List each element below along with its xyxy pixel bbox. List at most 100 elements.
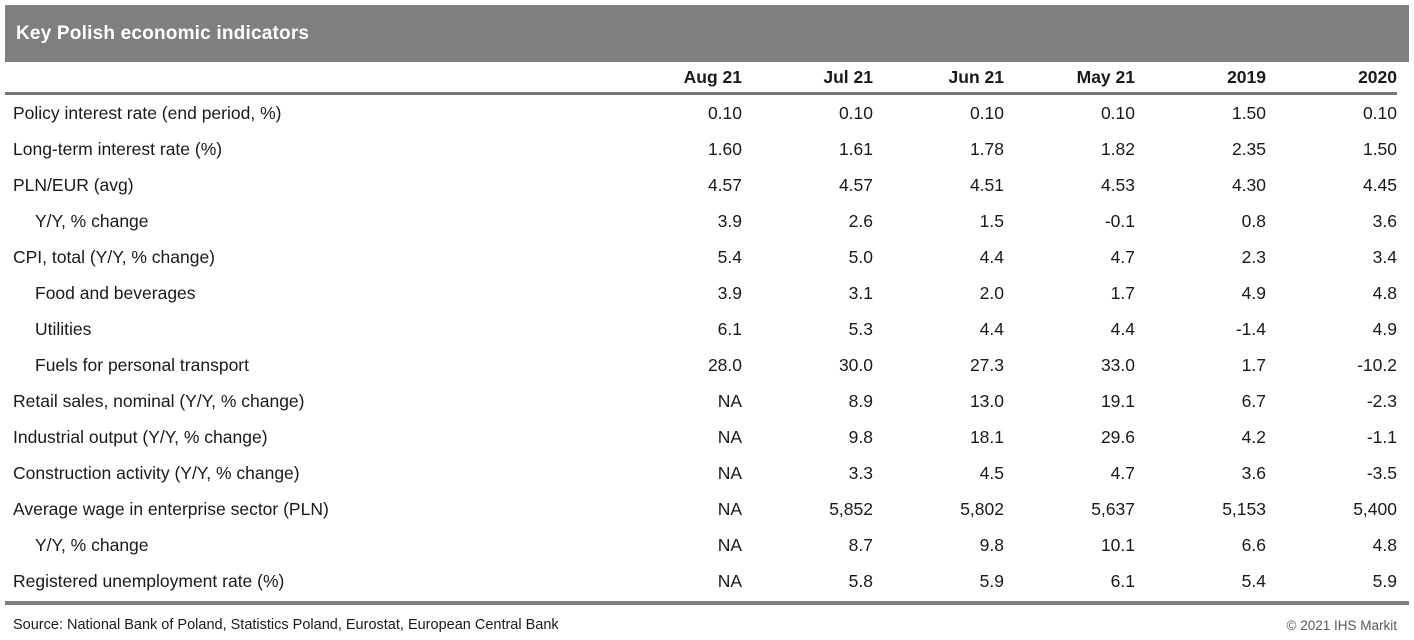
cell-value: 5,153 — [1222, 498, 1266, 519]
cell-value: 1.82 — [1100, 138, 1135, 159]
cell-value: 4.8 — [1372, 534, 1397, 555]
cell-value: 6.1 — [1110, 570, 1135, 591]
cell-value: 5,852 — [829, 498, 873, 519]
column-headers: Aug 21 Jul 21 Jun 21 May 21 2019 2020 — [5, 62, 1397, 95]
cell-value: 3.4 — [1372, 246, 1397, 267]
cell-value: 2.3 — [1241, 246, 1266, 267]
row-label: Policy interest rate (end period, %) — [13, 102, 282, 123]
cell-value: 0.10 — [1100, 102, 1135, 123]
cell-value: 4.30 — [1231, 174, 1266, 195]
cell-value: 4.45 — [1362, 174, 1397, 195]
table-bottom-rule — [5, 601, 1409, 605]
cell-value: NA — [717, 570, 742, 591]
cell-value: 9.8 — [848, 426, 873, 447]
cell-value: 5.9 — [1372, 570, 1397, 591]
copyright-note: © 2021 IHS Markit — [1286, 617, 1398, 633]
cell-value: 28.0 — [707, 354, 742, 375]
table-row: Y/Y, % change 3.9 2.6 1.5 -0.1 0.8 3.6 — [5, 203, 1397, 239]
table-row: Retail sales, nominal (Y/Y, % change) NA 8… — [5, 383, 1397, 419]
cell-value: 4.2 — [1241, 426, 1266, 447]
cell-value: 2.6 — [848, 210, 873, 231]
cell-value: 4.5 — [979, 462, 1004, 483]
table-row: Y/Y, % change NA 8.7 9.8 10.1 6.6 4.8 — [5, 527, 1397, 563]
cell-value: -0.1 — [1104, 210, 1135, 231]
cell-value: -10.2 — [1357, 354, 1397, 375]
column-header: 2020 — [1358, 66, 1397, 87]
table-row: Long-term interest rate (%) 1.60 1.61 1.78 1… — [5, 131, 1397, 167]
table-row: Food and beverages 3.9 3.1 2.0 1.7 4.9 4.8 — [5, 275, 1397, 311]
cell-value: 27.3 — [969, 354, 1004, 375]
table-row: Utilities 6.1 5.3 4.4 4.4 -1.4 4.9 — [5, 311, 1397, 347]
column-header: 2019 — [1227, 66, 1266, 87]
cell-value: NA — [717, 462, 742, 483]
cell-value: 0.10 — [1362, 102, 1397, 123]
cell-value: 5.0 — [848, 246, 873, 267]
cell-value: 1.50 — [1362, 138, 1397, 159]
cell-value: 5,400 — [1353, 498, 1397, 519]
row-label: Industrial output (Y/Y, % change) — [13, 426, 268, 447]
cell-value: 3.6 — [1241, 462, 1266, 483]
row-label: Average wage in enterprise sector (PLN) — [13, 498, 329, 519]
cell-value: 2.0 — [979, 282, 1004, 303]
cell-value: 4.4 — [979, 318, 1004, 339]
cell-value: 5.8 — [848, 570, 873, 591]
cell-value: 1.5 — [979, 210, 1004, 231]
column-header: May 21 — [1076, 66, 1135, 87]
column-header: Jul 21 — [823, 66, 873, 87]
row-label: Retail sales, nominal (Y/Y, % change) — [13, 390, 305, 411]
table-row: Industrial output (Y/Y, % change) NA 9.8 18… — [5, 419, 1397, 455]
table-row: Fuels for personal transport 28.0 30.0 27.3… — [5, 347, 1397, 383]
cell-value: 19.1 — [1100, 390, 1135, 411]
row-label: Registered unemployment rate (%) — [13, 570, 285, 591]
cell-value: 1.78 — [969, 138, 1004, 159]
source-note: Source: National Bank of Poland, Statist… — [13, 617, 559, 633]
row-label: Y/Y, % change — [35, 210, 149, 231]
cell-value: 8.7 — [848, 534, 873, 555]
cell-value: 5.4 — [717, 246, 742, 267]
table-row: PLN/EUR (avg) 4.57 4.57 4.51 4.53 4.30 4.45 — [5, 167, 1397, 203]
column-header: Aug 21 — [683, 66, 742, 87]
cell-value: 0.10 — [707, 102, 742, 123]
cell-value: 33.0 — [1100, 354, 1135, 375]
cell-value: 9.8 — [979, 534, 1004, 555]
indicators-table: Aug 21 Jul 21 Jun 21 May 21 2019 2020 Policy … — [5, 62, 1409, 599]
cell-value: 8.9 — [848, 390, 873, 411]
cell-value: 4.4 — [979, 246, 1004, 267]
cell-value: NA — [717, 426, 742, 447]
cell-value: 29.6 — [1100, 426, 1135, 447]
cell-value: NA — [717, 390, 742, 411]
table-row: Construction activity (Y/Y, % change) NA 3… — [5, 455, 1397, 491]
table-row: Registered unemployment rate (%) NA 5.8 5.9… — [5, 563, 1397, 599]
cell-value: -2.3 — [1366, 390, 1397, 411]
row-label: PLN/EUR (avg) — [13, 174, 134, 195]
cell-value: 4.7 — [1110, 462, 1135, 483]
column-header: Jun 21 — [948, 66, 1004, 87]
cell-value: 5.3 — [848, 318, 873, 339]
cell-value: 13.0 — [969, 390, 1004, 411]
row-label: Long-term interest rate (%) — [13, 138, 223, 159]
cell-value: NA — [717, 498, 742, 519]
row-label: Food and beverages — [35, 282, 196, 303]
cell-value: 5,802 — [960, 498, 1004, 519]
cell-value: 1.61 — [838, 138, 873, 159]
table-row: Policy interest rate (end period, %) 0.10… — [5, 95, 1397, 131]
cell-value: 4.53 — [1100, 174, 1135, 195]
cell-value: 18.1 — [969, 426, 1004, 447]
row-label: Utilities — [35, 318, 92, 339]
cell-value: -1.1 — [1366, 426, 1397, 447]
table-row: Average wage in enterprise sector (PLN) N… — [5, 491, 1397, 527]
table-body: Policy interest rate (end period, %) 0.10… — [5, 95, 1397, 599]
cell-value: NA — [717, 534, 742, 555]
cell-value: 10.1 — [1100, 534, 1135, 555]
cell-value: 1.60 — [707, 138, 742, 159]
cell-value: 4.7 — [1110, 246, 1135, 267]
cell-value: 6.7 — [1241, 390, 1266, 411]
cell-value: 1.50 — [1231, 102, 1266, 123]
cell-value: 4.57 — [838, 174, 873, 195]
cell-value: 4.4 — [1110, 318, 1135, 339]
cell-value: 5.9 — [979, 570, 1004, 591]
cell-value: 1.7 — [1110, 282, 1135, 303]
cell-value: 4.51 — [969, 174, 1004, 195]
row-label: Y/Y, % change — [35, 534, 149, 555]
